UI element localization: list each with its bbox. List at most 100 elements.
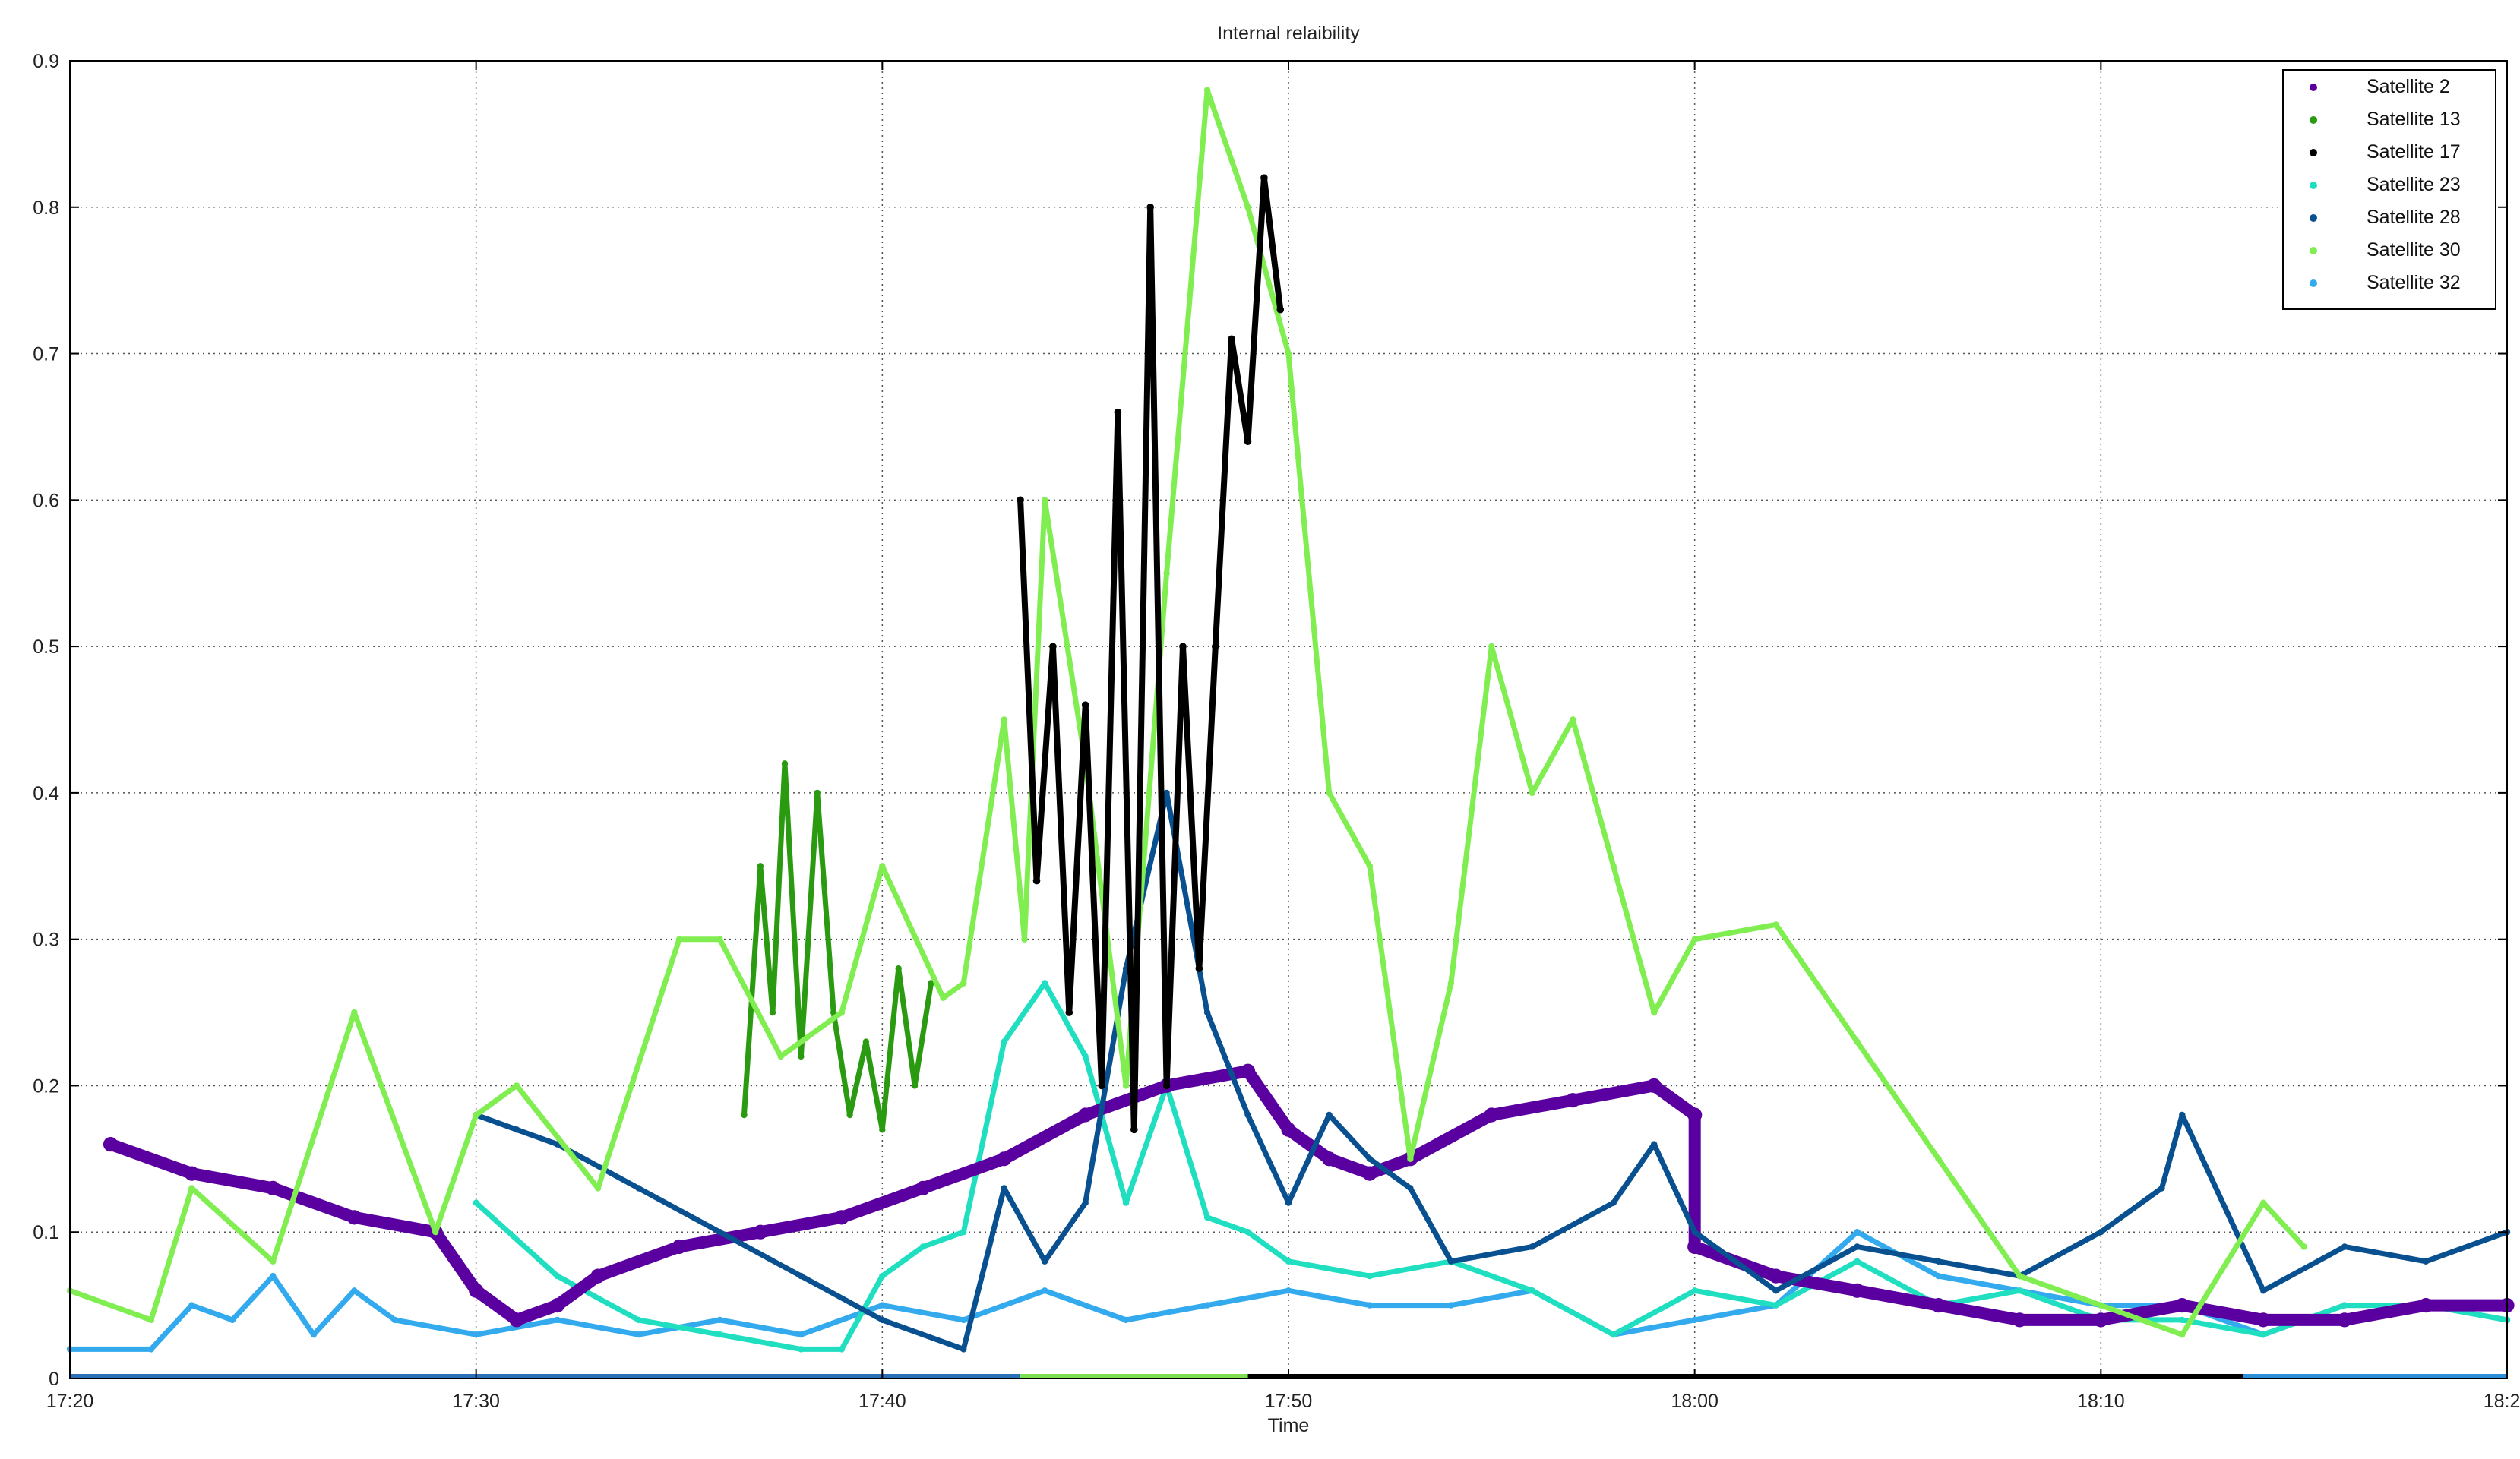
data-point [1651,1009,1658,1016]
data-point [1021,936,1028,943]
data-point [716,1331,723,1338]
data-point [1687,1239,1703,1255]
data-point [473,1199,479,1206]
data-point [960,980,967,987]
data-point [1078,1107,1093,1123]
legend-label: Satellite 13 [2367,109,2461,130]
data-point [741,1111,748,1119]
data-point [1179,643,1187,650]
data-point [940,994,947,1002]
data-point [1691,936,1698,943]
data-point [1244,1111,1251,1119]
data-point [838,1346,846,1353]
data-point [1001,1185,1007,1192]
data-point [1447,1258,1455,1265]
data-point [675,936,683,943]
data-point [1772,1287,1779,1294]
data-point [1285,1199,1292,1206]
data-point [1326,1111,1333,1119]
x-tick-label: 17:50 [1265,1391,1313,1412]
data-point [1651,1141,1658,1148]
data-point [594,1185,602,1192]
x-tick-label: 17:20 [46,1391,94,1412]
data-point [1366,1272,1374,1280]
data-point [846,1111,853,1119]
data-point [879,1316,886,1324]
data-point [879,1126,886,1133]
data-point [346,1210,362,1225]
data-point [1935,1272,1942,1280]
data-point [1122,1316,1130,1324]
legend-label: Satellite 30 [2367,239,2461,261]
data-point [1082,1199,1089,1206]
data-point [1228,335,1235,343]
data-point [1285,1258,1292,1265]
data-point [1042,1287,1048,1294]
data-point [1146,204,1154,211]
data-point [1017,496,1024,504]
data-point [2098,1302,2104,1309]
data-point [147,1346,155,1353]
data-point [1529,789,1536,797]
data-point [1042,497,1048,504]
data-point [798,1331,805,1338]
data-point [1240,1063,1256,1078]
data-point [919,1243,927,1250]
data-point [753,1224,768,1240]
data-point [1082,1053,1089,1060]
data-point [473,1111,479,1119]
data-point [862,1038,870,1045]
legend-marker [2310,182,2317,189]
data-point [2179,1331,2186,1338]
legend-marker [2310,84,2317,91]
data-point [2260,1331,2267,1338]
data-point [1260,174,1268,182]
data-point [915,1180,931,1195]
data-point [1212,643,1219,650]
data-point [1691,1229,1698,1236]
y-tick-label: 0.8 [33,197,59,219]
data-point [1032,876,1041,885]
data-point [2260,1287,2267,1294]
data-point [911,1082,919,1089]
data-point [2179,1316,2186,1324]
legend-label: Satellite 32 [2367,272,2461,293]
x-tick-label: 18:10 [2077,1391,2125,1412]
data-point [2012,1312,2027,1328]
legend-marker [2310,116,2317,124]
series-satellite-30 [66,87,2307,1338]
data-point [928,980,934,987]
grid [70,61,2507,1378]
y-tick-label: 0.5 [33,636,59,658]
data-point [716,936,723,943]
data-point [1854,1229,1861,1236]
data-point [2422,1258,2430,1265]
axis-ticks: 0 0.1 0.2 0.3 0.4 0.5 0.6 0.7 0.8 0.9 17:20 17:30 17… [33,51,2520,1412]
data-point [1935,1258,1942,1265]
data-point [554,1316,561,1324]
data-point [1203,1214,1211,1221]
data-point [184,1166,199,1181]
data-point [310,1331,317,1338]
data-point [798,1272,805,1280]
data-point [469,1283,484,1298]
legend-marker [2310,247,2317,254]
data-point [265,1180,280,1195]
data-point [757,863,764,870]
data-point [229,1316,236,1324]
data-point [1366,1302,1374,1309]
series-layer [66,87,2515,1353]
data-point [1366,863,1374,870]
y-tick-label: 0.7 [33,344,59,365]
data-point [1001,716,1007,723]
data-point [1203,1302,1211,1309]
data-point [1854,1258,1861,1265]
data-point [1001,1038,1007,1045]
data-point [1285,1287,1292,1294]
data-point [2260,1199,2267,1206]
data-point [513,1082,520,1089]
data-point [798,1346,805,1353]
data-point [960,1346,967,1353]
data-point [1114,408,1122,416]
